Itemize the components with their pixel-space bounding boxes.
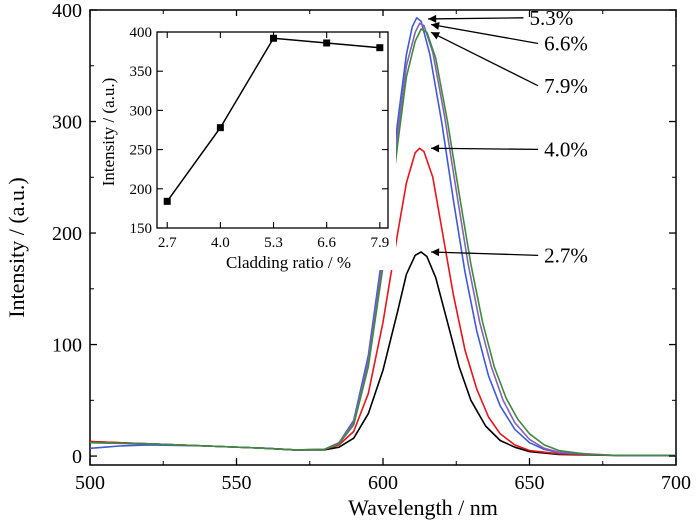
peak-annotations: 5.3%6.6% 7.9% 4.0% 2.7%: [428, 6, 588, 267]
inset-x-tick-label: 2.7: [158, 235, 177, 251]
annotation-arrow-line: [431, 147, 539, 151]
y-tick-label: 0: [72, 446, 82, 468]
x-axis-title: Wavelength / nm: [348, 495, 498, 520]
inset-x-tick-label: 6.6: [317, 235, 336, 251]
annotation-arrowhead: [431, 248, 440, 257]
annotation-label: 5.3%: [530, 6, 574, 30]
annotation-arrow-line: [430, 23, 539, 45]
x-tick-label: 500: [75, 472, 105, 494]
inset-plot-border: [156, 31, 389, 229]
inset-y-tick-label: 350: [130, 64, 153, 80]
inset-y-tick-label: 150: [130, 221, 153, 237]
y-tick-label: 200: [52, 223, 82, 245]
series-line-2-7pct: [89, 251, 676, 457]
inset-x-tick-label: 4.0: [211, 235, 230, 251]
annotation-label: 4.0%: [544, 137, 588, 161]
inset-y-axis-title: Intensity / (a.u.): [99, 78, 118, 187]
x-tick-label: 650: [515, 472, 545, 494]
annotation-arrow-line: [428, 17, 524, 20]
inset-y-tick-label: 400: [130, 25, 153, 41]
inset-data-point: [323, 39, 331, 47]
inset-y-tick-label: 200: [130, 182, 153, 198]
annotation-arrowhead: [431, 32, 441, 40]
x-tick-label: 550: [222, 472, 252, 494]
y-tick-label: 100: [52, 335, 82, 357]
annotation-label: 7.9%: [544, 74, 588, 98]
annotation-arrowhead: [431, 21, 440, 30]
y-axis-title: Intensity / (a.u.): [4, 177, 29, 318]
x-tick-label: 700: [661, 472, 691, 494]
inset-x-axis-title: Cladding ratio / %: [226, 253, 351, 272]
series-line-7-9pct: [89, 28, 676, 457]
inset-y-tick-label: 250: [130, 143, 153, 159]
inset-data-point: [216, 124, 224, 132]
inset-x-tick-label: 5.3: [264, 235, 283, 251]
x-tick-label: 600: [368, 472, 398, 494]
main-plot-ticks: 500 550 600 650 700 0 100 200 300 400 Wavelength /…: [4, 0, 691, 520]
annotation-arrow-line: [431, 251, 539, 256]
y-tick-label: 400: [52, 0, 82, 22]
annotation-arrowhead: [431, 144, 440, 153]
inset-y-tick-label: 300: [130, 103, 153, 119]
inset-data-point: [163, 197, 171, 205]
annotation-arrowhead: [428, 14, 437, 23]
annotation-label: 2.7%: [544, 243, 588, 267]
annotation-label: 6.6%: [544, 31, 588, 55]
inset-data-point: [270, 34, 278, 42]
main-plot-curves: [89, 17, 676, 457]
inset-chart: 150 200 250 300 350 400 2.7 4.0 5.3 6.6 7.9 Claddin…: [96, 16, 396, 272]
y-tick-label: 300: [52, 112, 82, 134]
inset-data-point: [376, 44, 384, 52]
annotation-arrow-line: [430, 31, 539, 87]
inset-x-tick-label: 7.9: [370, 235, 389, 251]
